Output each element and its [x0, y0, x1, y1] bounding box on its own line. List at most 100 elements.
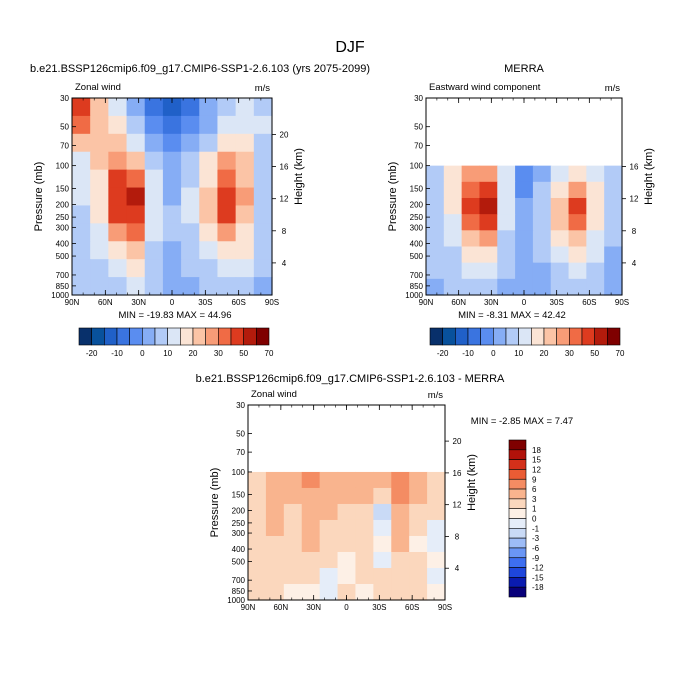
colorbar-swatch [556, 327, 570, 346]
heatmap-cell [199, 151, 219, 171]
heatmap-cell [586, 246, 605, 264]
heatmap-cell [427, 519, 446, 537]
heatmap-cell [319, 567, 339, 585]
heatmap-cell [479, 278, 498, 296]
colorbar-swatch [205, 327, 219, 346]
heatmap-cell [319, 471, 339, 489]
colorbar-label: 10 [163, 349, 172, 358]
heatmap-cell [181, 115, 200, 135]
colorbar-swatch [508, 469, 527, 480]
heatmap-cell [568, 214, 587, 231]
y-tick-label: 50 [60, 123, 69, 132]
heatmap-cell [235, 187, 255, 207]
colorbar-swatch [230, 327, 244, 346]
colorbar-swatch [543, 327, 557, 346]
colorbar-label: -1 [532, 524, 540, 533]
colorbar-swatch [581, 327, 595, 346]
y-tick-label: 500 [410, 252, 424, 261]
y-tick-label: 200 [56, 201, 70, 210]
x-tick-label: 60S [405, 603, 419, 612]
heatmap-cell [217, 187, 237, 207]
heatmap-cell [181, 241, 200, 260]
panel-stats: MIN = -8.31 MAX = 42.42 [458, 310, 566, 321]
colorbar-swatch [508, 528, 527, 539]
x-tick-label: 90N [65, 298, 80, 307]
panel-stats: MIN = -2.85 MAX = 7.47 [471, 416, 573, 427]
heatmap-cell [248, 567, 267, 585]
y-tick-label: 30 [414, 94, 423, 103]
heatmap-cell [355, 551, 374, 569]
heatmap-cell [253, 241, 273, 260]
heatmap-cell [301, 519, 321, 537]
heatmap-cell [144, 277, 164, 296]
heatmap-cell [162, 169, 182, 189]
heatmap-cell [108, 133, 128, 153]
heatmap-cell [90, 223, 109, 242]
heatmap-cell [355, 503, 374, 521]
heatmap-cell [253, 169, 273, 189]
heatmap-cell [461, 181, 481, 199]
x-tick-label: 30S [550, 298, 564, 307]
heatmap-cell [199, 205, 219, 224]
heatmap-cell [532, 246, 552, 264]
heatmap-cell [265, 519, 285, 537]
heatmap-cell [497, 246, 516, 264]
height-tick-label: 4 [632, 259, 637, 268]
colorbar-label: -20 [437, 349, 449, 358]
heatmap-cell [443, 165, 463, 183]
heatmap-cell [248, 519, 267, 537]
heatmap-cell [355, 487, 374, 505]
colorbar-swatch [508, 478, 527, 490]
heatmap-cell [586, 214, 605, 231]
heatmap-cell [253, 259, 273, 278]
colorbar-swatch [180, 327, 194, 346]
heatmap-cell [108, 241, 128, 260]
height-tick-label: 12 [630, 195, 639, 204]
heatmap-cell [72, 151, 91, 171]
heatmap-cell [550, 230, 570, 248]
heatmap-cell [126, 98, 146, 117]
colorbar-swatch [455, 327, 469, 346]
heatmap-cell [443, 181, 463, 199]
colorbar-label: 9 [532, 475, 537, 484]
heatmap-cell [355, 519, 374, 537]
heatmap-cell [253, 187, 273, 207]
heatmap-cell [199, 259, 219, 278]
heatmap-cell [479, 181, 498, 199]
heatmap-cell [497, 262, 516, 280]
heatmap-cell [391, 519, 410, 537]
heatmap-cell [108, 187, 128, 207]
y-axis-title: Pressure (mb) [209, 468, 221, 538]
heatmap-cell [108, 98, 128, 117]
heatmap-cell [319, 503, 339, 521]
figure-title: DJF [335, 39, 365, 56]
y-tick-label: 500 [232, 557, 246, 566]
colorbar-label: -18 [532, 583, 544, 592]
heatmap-cell [426, 214, 445, 231]
heatmap-cell [550, 181, 570, 199]
heatmap-cell [443, 197, 463, 215]
heatmap-cell [253, 115, 273, 135]
heatmap-cell [497, 230, 516, 248]
colorbar-label: 20 [540, 349, 549, 358]
heatmap-cell [217, 277, 237, 296]
heatmap-cell [373, 583, 392, 601]
y-tick-label: 700 [232, 576, 246, 585]
heatmap-cell [126, 241, 146, 260]
colorbar-label: -10 [462, 349, 474, 358]
heatmap-cell [515, 214, 534, 231]
heatmap-cell [283, 583, 303, 601]
heatmap-cell [283, 503, 303, 521]
heatmap-cell [497, 165, 516, 183]
heatmap-cell [162, 151, 182, 171]
heatmap-cell [391, 535, 410, 553]
colorbar-swatch [508, 547, 527, 559]
heatmap-cell [126, 151, 146, 171]
heatmap-cell [391, 551, 410, 569]
colorbar-swatch [505, 327, 519, 346]
colorbar-swatch [442, 327, 456, 346]
heatmap-cell [355, 583, 374, 601]
heatmap-cell [515, 230, 534, 248]
heatmap-cell [235, 259, 255, 278]
heatmap-cell [144, 98, 164, 117]
